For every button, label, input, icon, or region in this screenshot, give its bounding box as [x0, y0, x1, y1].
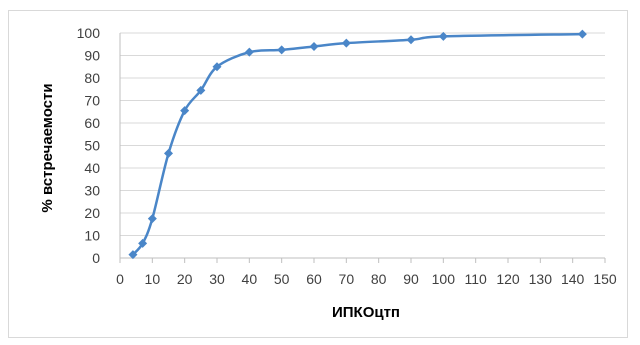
- y-tick-label-60: 60: [84, 115, 100, 131]
- x-tick-labels: 0 10 20 30 40 50 60 70 80 90 100 110 120 130 140 150: [116, 271, 617, 287]
- x-tick-label-50: 50: [274, 271, 290, 287]
- x-tick-label-60: 60: [306, 271, 322, 287]
- gridlines: [120, 32, 605, 236]
- data-point-marker: [147, 214, 157, 224]
- chart-frame: [8, 10, 628, 338]
- y-tick-label-40: 40: [84, 160, 100, 176]
- x-tick-label-150: 150: [593, 271, 617, 287]
- y-axis-title: % встречаемости: [39, 83, 56, 212]
- axes: [119, 33, 606, 263]
- data-point-marker: [277, 45, 287, 55]
- x-tick-label-20: 20: [177, 271, 193, 287]
- y-tick-label-50: 50: [84, 138, 100, 154]
- x-tick-label-10: 10: [145, 271, 161, 287]
- x-tick-label-120: 120: [496, 271, 520, 287]
- x-axis-title: ИПКОцтп: [332, 304, 400, 321]
- x-tick-label-30: 30: [209, 271, 225, 287]
- data-point-marker: [244, 47, 254, 57]
- y-tick-label-90: 90: [84, 48, 100, 64]
- y-tick-label-10: 10: [84, 228, 100, 244]
- x-tick-label-110: 110: [465, 271, 488, 287]
- data-point-marker: [196, 85, 206, 95]
- data-point-marker: [406, 35, 416, 45]
- data-point-marker: [180, 106, 190, 116]
- y-tick-label-30: 30: [84, 183, 100, 199]
- y-tick-label-20: 20: [84, 205, 100, 221]
- y-tick-label-0: 0: [92, 250, 100, 266]
- y-tick-label-70: 70: [84, 93, 100, 109]
- data-point-marker: [164, 148, 173, 158]
- x-tick-label-130: 130: [529, 271, 553, 287]
- x-tick-label-90: 90: [403, 271, 419, 287]
- x-tick-label-40: 40: [242, 271, 258, 287]
- data-point-marker: [309, 42, 319, 51]
- data-point-marker: [138, 238, 148, 248]
- series-line: [131, 32, 583, 256]
- x-tick-label-100: 100: [432, 271, 456, 287]
- x-tick-label-0: 0: [116, 271, 124, 287]
- data-point-marker: [212, 62, 222, 72]
- series-group: [128, 29, 587, 260]
- x-tick-label-140: 140: [561, 271, 585, 287]
- data-point-marker: [438, 31, 448, 41]
- y-tick-label-80: 80: [84, 70, 100, 86]
- x-tick-label-80: 80: [371, 271, 387, 287]
- data-point-marker: [577, 29, 587, 39]
- y-tick-labels: 0 10 20 30 40 50 60 70 80 90 100: [77, 25, 101, 266]
- data-point-marker: [128, 250, 138, 260]
- y-tick-label-100: 100: [77, 25, 101, 41]
- data-point-marker: [341, 38, 351, 48]
- x-tick-label-70: 70: [339, 271, 355, 287]
